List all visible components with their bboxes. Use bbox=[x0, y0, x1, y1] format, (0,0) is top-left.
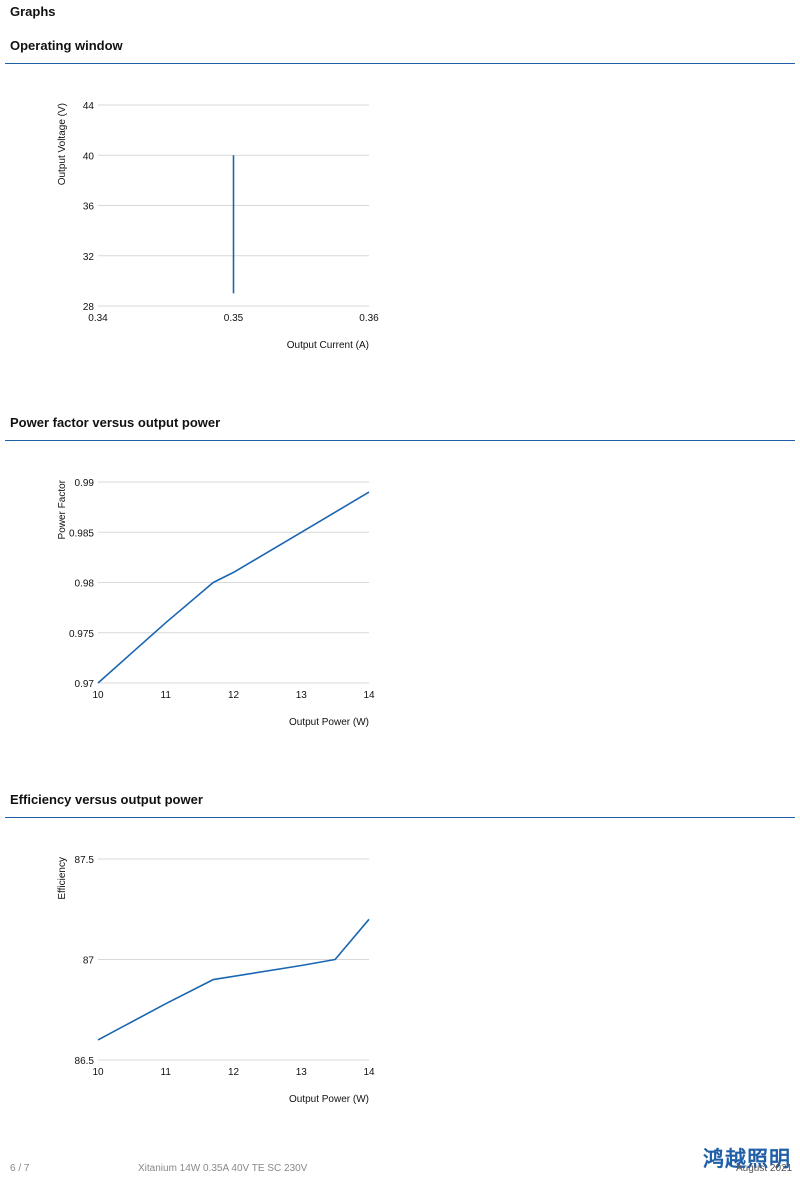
y-tick-label: 0.99 bbox=[75, 478, 95, 489]
x-tick-label: 0.34 bbox=[88, 313, 108, 324]
y-tick-label: 87.5 bbox=[75, 855, 95, 866]
x-tick-label: 14 bbox=[363, 1067, 375, 1078]
footer-product-name: Xitanium 14W 0.35A 40V TE SC 230V bbox=[138, 1163, 308, 1174]
y-tick-label: 44 bbox=[83, 101, 95, 112]
section-title-efficiency: Efficiency versus output power bbox=[10, 792, 203, 807]
y-tick-label: 87 bbox=[83, 956, 95, 967]
series-line bbox=[97, 918, 370, 1041]
x-tick-label: 11 bbox=[161, 1067, 172, 1078]
section-title-power-factor: Power factor versus output power bbox=[10, 415, 221, 430]
x-tick-label: 13 bbox=[296, 1067, 308, 1078]
x-axis-label: Output Power (W) bbox=[289, 717, 369, 728]
page-heading: Graphs bbox=[10, 4, 56, 19]
x-tick-label: 0.36 bbox=[359, 313, 379, 324]
x-tick-label: 14 bbox=[363, 690, 375, 701]
x-tick-label: 10 bbox=[92, 690, 104, 701]
footer-date: August 2021 bbox=[736, 1163, 793, 1174]
section-title-operating-window: Operating window bbox=[10, 38, 123, 53]
series-line bbox=[97, 491, 370, 684]
y-tick-label: 40 bbox=[83, 151, 95, 162]
y-axis-label: Power Factor bbox=[57, 479, 68, 539]
power-factor-chart: 0.97 0.975 0.98 0.985 0.99 10 11 12 13 14 Output P… bbox=[57, 478, 375, 728]
section-divider bbox=[5, 63, 795, 64]
y-tick-label: 28 bbox=[83, 302, 95, 313]
y-tick-label: 0.98 bbox=[75, 579, 95, 590]
x-tick-label: 0.35 bbox=[224, 313, 244, 324]
x-axis-label: Output Power (W) bbox=[289, 1094, 369, 1105]
y-tick-label: 86.5 bbox=[75, 1056, 95, 1067]
efficiency-chart: 86.5 87 87.5 10 11 12 13 14 Output Power (W) Effi… bbox=[57, 855, 375, 1105]
y-tick-label: 36 bbox=[83, 202, 95, 213]
x-tick-label: 12 bbox=[228, 690, 240, 701]
x-tick-label: 10 bbox=[92, 1067, 104, 1078]
y-tick-label: 32 bbox=[83, 252, 95, 263]
y-tick-label: 0.975 bbox=[69, 629, 94, 640]
y-axis-label: Output Voltage (V) bbox=[57, 103, 68, 185]
operating-window-chart: 28 32 36 40 44 0.34 0.35 0.36 Output Current (A)… bbox=[57, 101, 379, 351]
section-divider bbox=[5, 440, 795, 441]
x-tick-label: 12 bbox=[228, 1067, 240, 1078]
footer-page-number: 6 / 7 bbox=[10, 1163, 30, 1174]
x-tick-label: 11 bbox=[161, 690, 172, 701]
x-tick-label: 13 bbox=[296, 690, 308, 701]
y-tick-label: 0.97 bbox=[75, 679, 95, 690]
y-tick-label: 0.985 bbox=[69, 528, 94, 539]
watermark-logo: 鸿越照明 bbox=[703, 1148, 791, 1171]
x-axis-label: Output Current (A) bbox=[287, 340, 369, 351]
section-divider bbox=[5, 817, 795, 818]
y-axis-label: Efficiency bbox=[57, 857, 68, 900]
